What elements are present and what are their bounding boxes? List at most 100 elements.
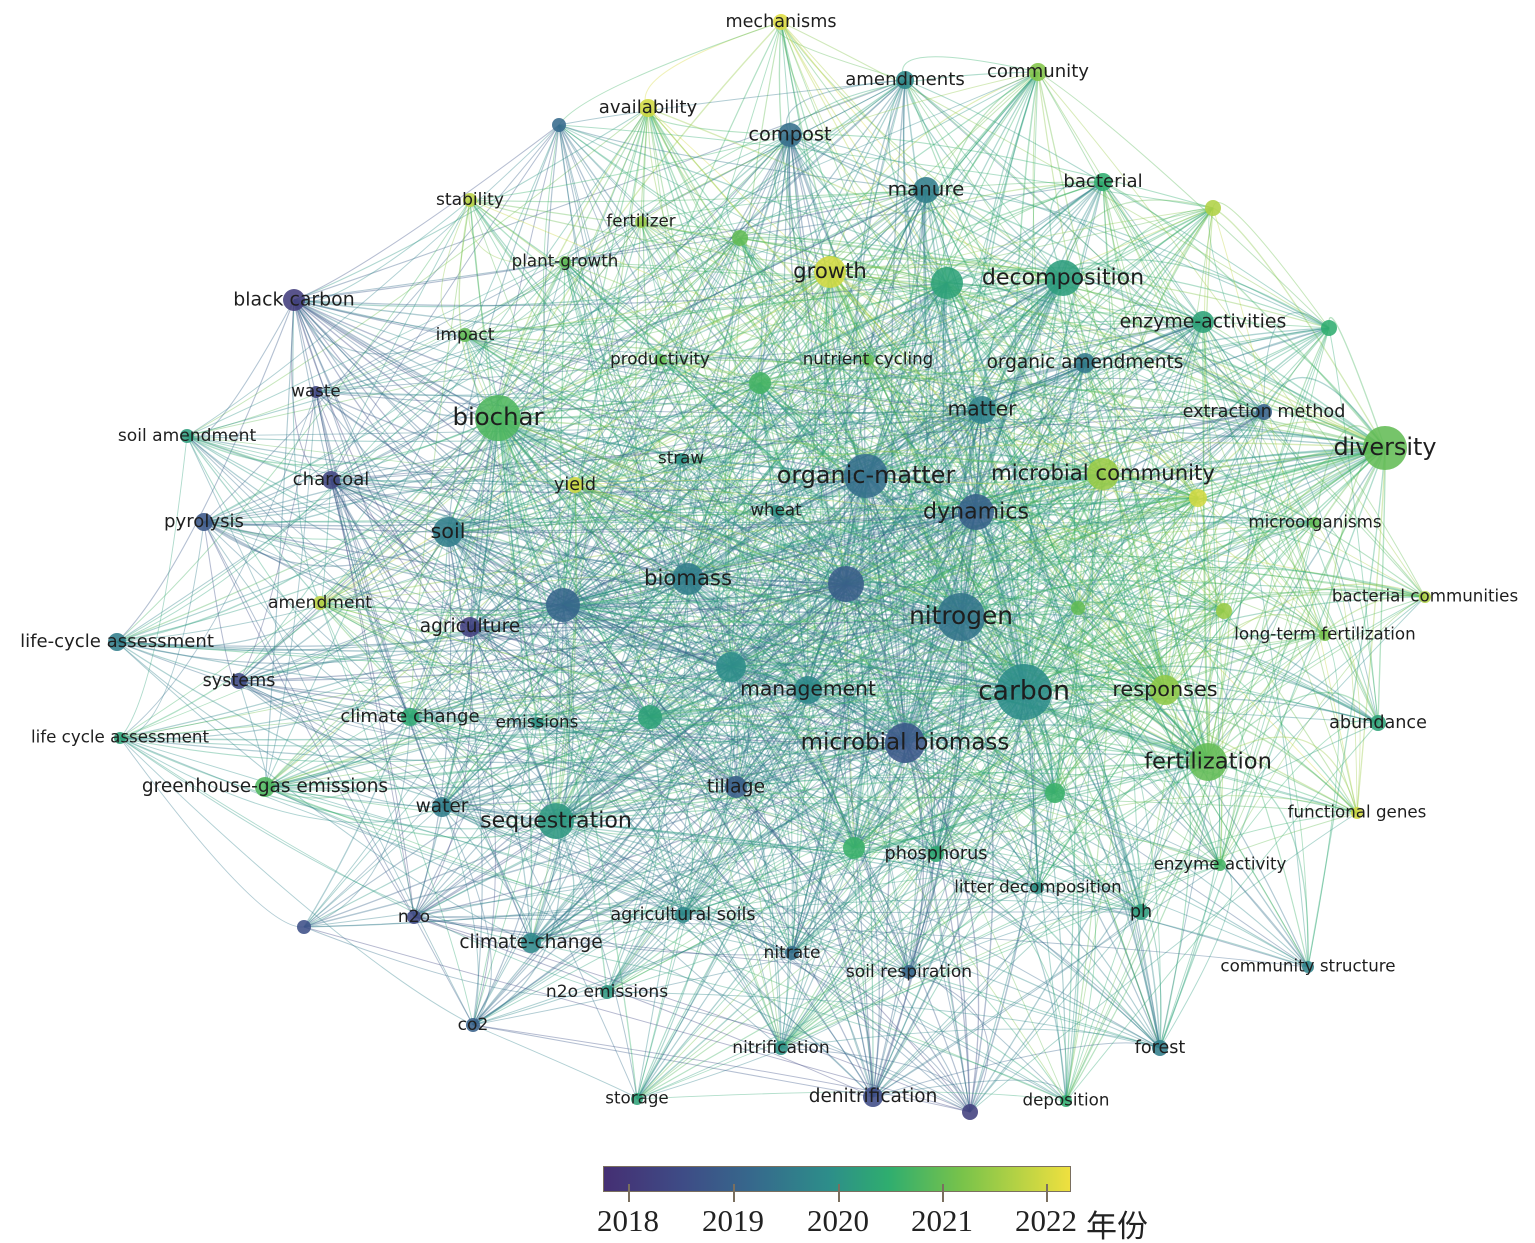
co-occurrence-link [203, 221, 642, 523]
keyword-node[interactable] [725, 776, 747, 798]
co-occurrence-link [865, 475, 1209, 763]
keyword-node[interactable] [1309, 517, 1321, 529]
keyword-node[interactable] [770, 505, 782, 517]
keyword-node[interactable] [1370, 715, 1386, 731]
keyword-node[interactable] [996, 664, 1052, 720]
keyword-node[interactable] [931, 267, 963, 299]
keyword-node[interactable] [1094, 173, 1112, 191]
keyword-node[interactable] [108, 633, 126, 651]
keyword-node[interactable] [844, 454, 888, 498]
keyword-node[interactable] [885, 723, 925, 763]
keyword-node[interactable] [773, 14, 789, 30]
keyword-node[interactable] [1351, 807, 1363, 819]
keyword-node[interactable] [675, 453, 687, 465]
keyword-node[interactable] [195, 513, 213, 531]
keyword-node[interactable] [749, 372, 771, 394]
keyword-node[interactable] [794, 676, 822, 704]
keyword-node[interactable] [1319, 629, 1331, 641]
keyword-node[interactable] [1133, 904, 1149, 920]
keyword-node[interactable] [559, 256, 571, 268]
keyword-node[interactable] [231, 673, 247, 689]
keyword-node[interactable] [962, 1104, 978, 1120]
keyword-node[interactable] [460, 617, 480, 637]
keyword-node[interactable] [463, 193, 477, 207]
keyword-node[interactable] [1087, 458, 1119, 490]
keyword-node[interactable] [114, 732, 126, 744]
keyword-node[interactable] [1214, 859, 1226, 871]
keyword-node[interactable] [672, 563, 704, 595]
co-occurrence-link [735, 411, 1265, 788]
keyword-node[interactable] [297, 920, 311, 934]
keyword-node[interactable] [774, 1041, 788, 1055]
keyword-node[interactable] [310, 386, 322, 398]
keyword-node[interactable] [552, 118, 566, 132]
keyword-node[interactable] [896, 71, 914, 89]
keyword-node[interactable] [631, 1093, 643, 1105]
keyword-node[interactable] [255, 777, 275, 797]
keyword-node[interactable] [531, 717, 543, 729]
keyword-node[interactable] [1071, 601, 1085, 615]
keyword-node[interactable] [546, 588, 580, 622]
keyword-node[interactable] [1363, 426, 1407, 470]
keyword-node[interactable] [567, 477, 583, 493]
keyword-node[interactable] [1045, 260, 1081, 296]
keyword-node[interactable] [401, 708, 419, 726]
keyword-node[interactable] [1192, 311, 1214, 333]
keyword-node[interactable] [1419, 591, 1431, 603]
keyword-node[interactable] [675, 907, 691, 923]
co-occurrence-link [867, 359, 962, 618]
keyword-node[interactable] [968, 396, 996, 424]
co-occurrence-link [203, 484, 576, 540]
keyword-node[interactable] [732, 230, 748, 246]
keyword-node[interactable] [639, 99, 657, 117]
keyword-node[interactable] [1075, 353, 1095, 373]
keyword-node[interactable] [654, 354, 666, 366]
keyword-node[interactable] [928, 846, 944, 862]
co-occurrence-link [636, 134, 791, 1100]
keyword-node[interactable] [1321, 320, 1337, 336]
keyword-node[interactable] [407, 910, 421, 924]
keyword-node[interactable] [862, 354, 874, 366]
keyword-node[interactable] [466, 1018, 480, 1032]
keyword-node[interactable] [1029, 63, 1047, 81]
keyword-node[interactable] [638, 705, 662, 729]
keyword-node[interactable] [902, 965, 916, 979]
keyword-node[interactable] [958, 494, 994, 530]
keyword-node[interactable] [716, 652, 746, 682]
keyword-node[interactable] [1150, 675, 1180, 705]
keyword-node[interactable] [635, 216, 647, 228]
keyword-node[interactable] [1205, 200, 1221, 216]
keyword-node[interactable] [1189, 743, 1227, 781]
keyword-node[interactable] [458, 328, 472, 342]
keyword-node[interactable] [828, 566, 864, 602]
keyword-node[interactable] [1302, 961, 1314, 973]
keyword-node[interactable] [180, 429, 194, 443]
keyword-node[interactable] [521, 933, 541, 953]
keyword-node[interactable] [863, 1087, 883, 1107]
co-occurrence-link [203, 521, 1039, 889]
keyword-node[interactable] [913, 177, 939, 203]
keyword-node[interactable] [313, 596, 327, 610]
keyword-node[interactable] [785, 946, 799, 960]
keyword-node[interactable] [322, 471, 340, 489]
keyword-node[interactable] [1189, 489, 1207, 507]
keyword-node[interactable] [1256, 404, 1272, 420]
keyword-node[interactable] [433, 517, 463, 547]
keyword-node[interactable] [600, 985, 614, 999]
keyword-node[interactable] [283, 289, 305, 311]
keyword-node[interactable] [778, 123, 802, 147]
keyword-node[interactable] [1152, 1040, 1168, 1056]
keyword-node[interactable] [1032, 882, 1044, 894]
co-occurrence-link [530, 484, 577, 944]
co-occurrence-link [1037, 473, 1104, 889]
keyword-node[interactable] [937, 593, 985, 641]
legend-tick [628, 1184, 630, 1202]
keyword-node[interactable] [475, 395, 521, 441]
keyword-node[interactable] [843, 837, 865, 859]
keyword-node[interactable] [538, 803, 574, 839]
keyword-node[interactable] [1045, 783, 1065, 803]
keyword-node[interactable] [814, 256, 846, 288]
keyword-node[interactable] [1216, 603, 1232, 619]
keyword-node[interactable] [1060, 1095, 1072, 1107]
keyword-node[interactable] [432, 797, 452, 817]
